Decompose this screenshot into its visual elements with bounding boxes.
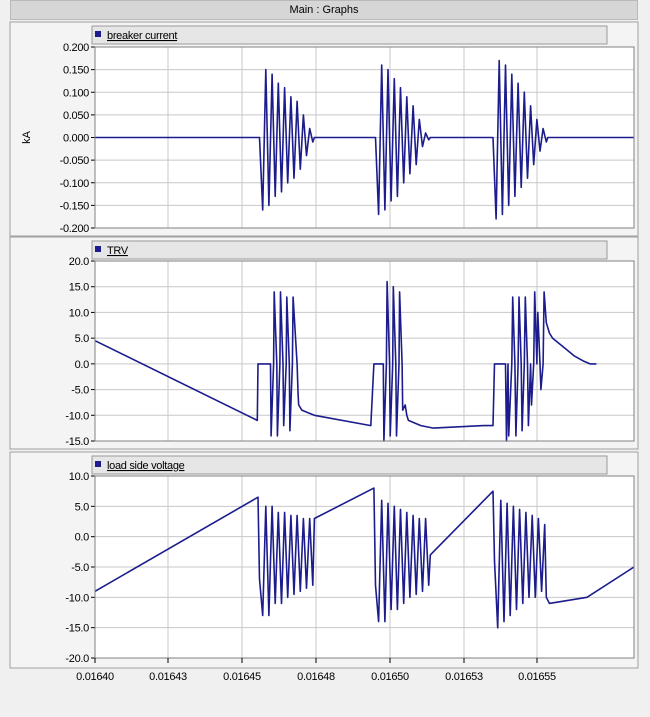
y-tick-label: 0.0 [75, 532, 90, 544]
y-tick-label: 0.150 [63, 65, 89, 77]
x-tick-label: 0.01640 [76, 671, 114, 683]
legend-swatch [95, 246, 101, 252]
y-tick-label: 0.050 [63, 110, 89, 122]
y-tick-label: 10.0 [69, 307, 89, 319]
y-tick-label: -10.0 [65, 592, 89, 604]
legend-swatch [95, 31, 101, 37]
y-tick-label: 0.000 [63, 133, 89, 145]
y-tick-label: -15.0 [65, 623, 89, 635]
x-tick-label: 0.01650 [371, 671, 409, 683]
x-tick-label: 0.01645 [223, 671, 261, 683]
y-tick-label: -10.0 [65, 410, 89, 422]
y-axis-label: kA [21, 130, 33, 144]
y-tick-label: -0.100 [60, 178, 90, 190]
y-tick-label: 10.0 [69, 471, 89, 483]
plot-border [94, 46, 635, 229]
legend-header[interactable] [91, 455, 608, 475]
y-tick-label: -15.0 [65, 436, 89, 448]
legend-header[interactable] [91, 25, 608, 45]
y-tick-label: -0.150 [60, 200, 90, 212]
legend-label[interactable]: TRV [107, 245, 129, 257]
legend-header[interactable] [91, 240, 608, 260]
window-title: Main : Graphs [10, 0, 638, 20]
legend-label[interactable]: breaker current [107, 30, 178, 42]
panel-3: load side voltage 10.0 5.0 0.0 -5.0 -10.0 -15.… [9, 451, 639, 669]
y-tick-label: -20.0 [65, 653, 89, 665]
y-tick-label: 0.100 [63, 87, 89, 99]
x-tick-label: 0.01643 [149, 671, 187, 683]
panel-2: TRV 20.0 15.0 10.0 5.0 0.0 -5.0 -10.0 -15.0 [9, 236, 639, 450]
y-tick-label: -0.200 [60, 223, 90, 235]
y-tick-label: 5.0 [75, 501, 90, 513]
y-tick-label: -5.0 [71, 385, 89, 397]
x-tick-label: 0.01653 [445, 671, 483, 683]
panel-1: breaker current 0.200 0.150 0.100 0.050 0.000… [9, 21, 639, 237]
series-line-load-side-voltage [94, 487, 635, 629]
legend-label[interactable]: load side voltage [107, 460, 185, 472]
legend-swatch [95, 461, 101, 467]
y-tick-label: 15.0 [69, 282, 89, 294]
series-line-trv [94, 280, 597, 442]
y-tick-label: -0.050 [60, 155, 90, 167]
plot-border [94, 475, 635, 659]
y-tick-label: 20.0 [69, 256, 89, 268]
x-axis: 0.01640 0.01643 0.01645 0.01648 0.01650 0.016… [76, 658, 556, 683]
y-tick-label: 5.0 [75, 333, 90, 345]
plot-area [94, 260, 635, 442]
y-tick-label: -5.0 [71, 562, 89, 574]
series-line-breaker-current [95, 59, 634, 220]
y-tick-label: 0.0 [75, 359, 90, 371]
x-tick-label: 0.01655 [518, 671, 556, 683]
plot-border [94, 260, 635, 442]
y-tick-label: 0.200 [63, 42, 89, 54]
x-tick-label: 0.01648 [297, 671, 335, 683]
